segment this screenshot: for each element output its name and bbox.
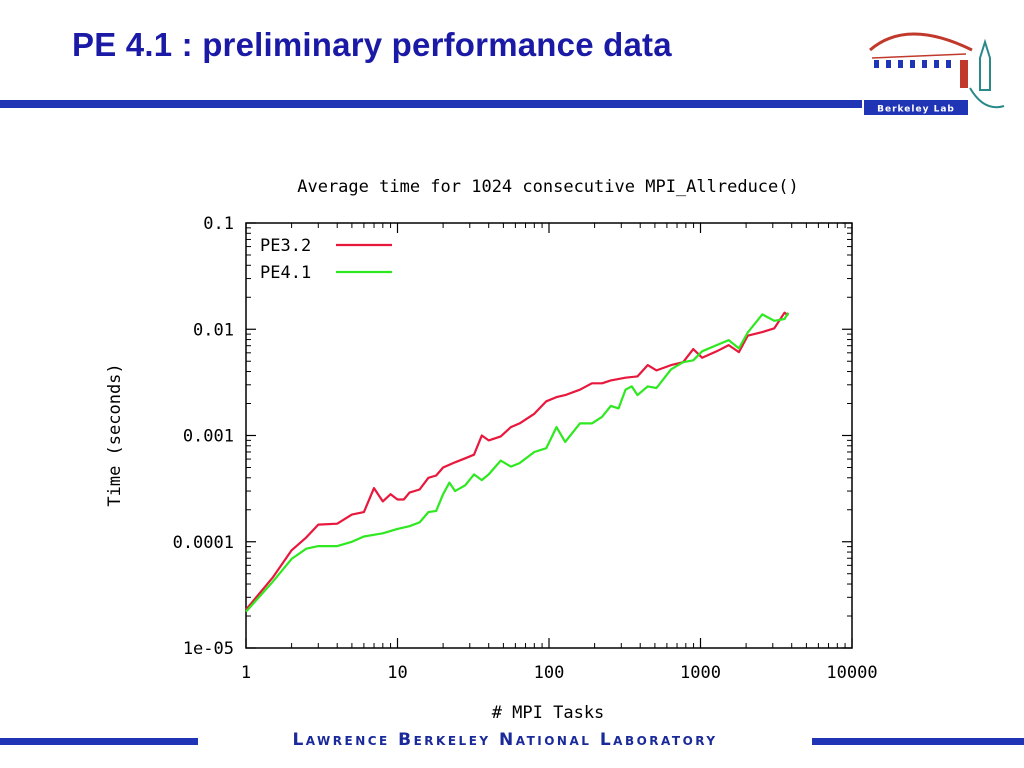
series-line-pe4-1 [245,312,790,613]
footer-rule-left [0,738,198,745]
series-lines [245,311,790,613]
x-tick-label: 10000 [826,663,877,683]
y-tick-label: 0.1 [203,214,234,234]
x-tick-label: 100 [534,663,565,683]
legend-label: PE3.2 [260,236,311,256]
header-rule [0,100,862,108]
y-tick-label: 0.01 [193,320,234,340]
x-tick-label: 1000 [680,663,721,683]
y-axis-label: Time (seconds) [105,363,125,506]
x-axis-label: # MPI Tasks [492,703,605,723]
logo-text: Berkeley Lab [877,105,955,115]
y-tick-label: 0.0001 [173,533,234,553]
legend: PE3.2 PE4.1 [260,236,392,283]
footer-bar: Lawrence Berkeley National Laboratory [0,730,1024,750]
slide-title: PE 4.1 : preliminary performance data [72,26,672,63]
footer-lab-name: Lawrence Berkeley National Laboratory [292,730,718,750]
chart: Average time for 1024 consecutive MPI_Al… [105,177,878,723]
y-tick-label: 0.001 [183,427,234,447]
axis-ticks: 1 10 100 1000 10000 1e-05 0.0001 0.001 0.01 0.1 [173,214,878,683]
y-tick-label: 1e-05 [183,639,234,659]
berkeley-lab-logo: Berkeley Lab [864,32,1005,115]
footer-rule-right [812,738,1024,745]
chart-title: Average time for 1024 consecutive MPI_Al… [297,177,799,197]
legend-label: PE4.1 [260,263,311,283]
plot-frame [245,222,853,649]
x-tick-label: 10 [387,663,407,683]
x-tick-label: 1 [241,663,251,683]
series-line-pe3-2 [245,311,789,611]
y-axis-label-group: Time (seconds) [105,363,125,506]
